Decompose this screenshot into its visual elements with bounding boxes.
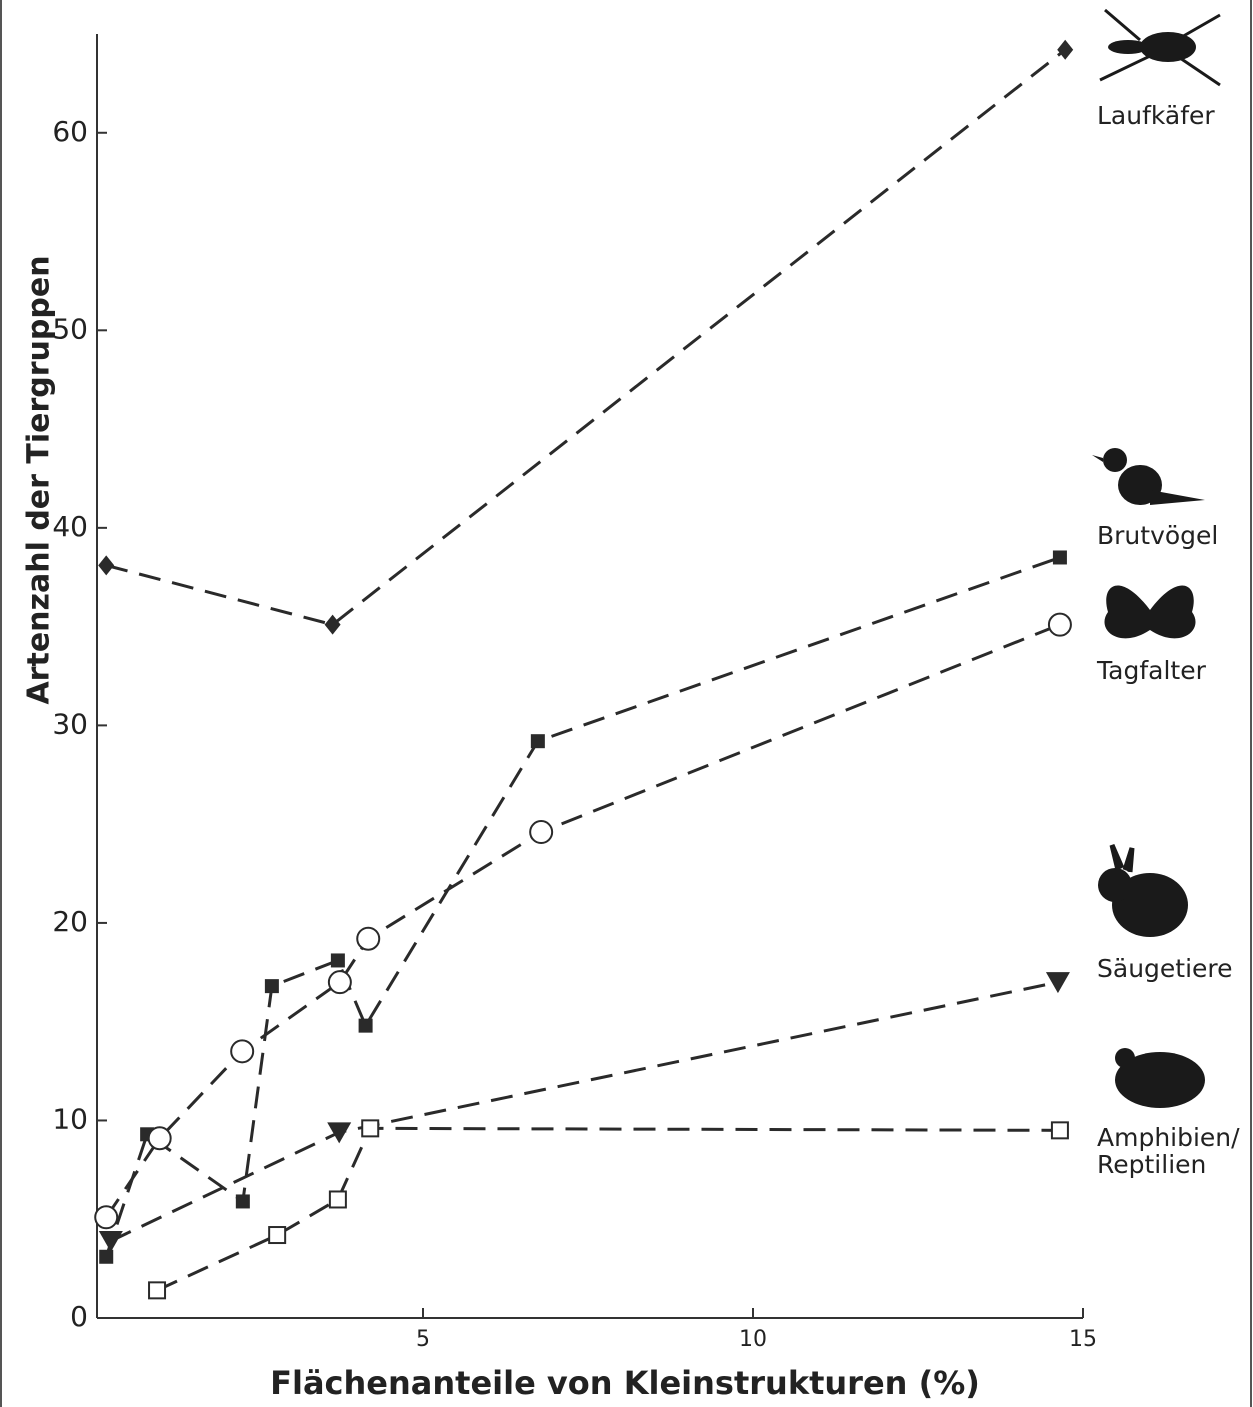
marker <box>531 734 545 748</box>
y-tick-label: 50 <box>52 312 88 345</box>
marker <box>265 979 279 993</box>
marker <box>329 971 351 993</box>
marker <box>1046 972 1070 993</box>
series-label: Amphibien/ Reptilien <box>1097 1124 1240 1178</box>
series-label: Laufkäfer <box>1097 102 1215 129</box>
butterfly-icon <box>1104 585 1195 638</box>
rabbit-icon <box>1098 845 1188 937</box>
y-tick-label: 40 <box>52 510 88 543</box>
marker <box>530 821 552 843</box>
page: Artenzahl der Tiergruppen Flächenanteile… <box>0 0 1253 1407</box>
x-tick-label: 5 <box>416 1327 430 1352</box>
y-axis-label: Artenzahl der Tiergruppen <box>22 255 57 704</box>
marker <box>95 1206 117 1228</box>
marker <box>325 615 341 635</box>
marker <box>330 1191 346 1207</box>
marker <box>1049 614 1071 636</box>
x-axis-label: Flächenanteile von Kleinstrukturen (%) <box>270 1364 980 1402</box>
x-tick-label: 10 <box>739 1327 767 1352</box>
y-tick-label: 30 <box>52 707 88 740</box>
y-tick-label: 20 <box>52 905 88 938</box>
y-tick-label: 60 <box>52 115 88 148</box>
marker <box>1057 40 1073 60</box>
marker <box>231 1040 253 1062</box>
marker <box>149 1282 165 1298</box>
series-label: Tagfalter <box>1097 657 1206 684</box>
bird-icon <box>1092 448 1205 505</box>
y-tick-label: 0 <box>70 1300 88 1333</box>
marker <box>1052 1122 1068 1138</box>
y-tick-label: 10 <box>52 1102 88 1135</box>
chart: Artenzahl der Tiergruppen Flächenanteile… <box>0 0 1253 1407</box>
marker <box>149 1127 171 1149</box>
series-line <box>111 982 1058 1241</box>
marker <box>98 555 114 575</box>
series-line <box>106 50 1065 625</box>
x-tick-label: 15 <box>1069 1327 1097 1352</box>
marker <box>327 1122 351 1143</box>
icons <box>1092 10 1220 1108</box>
frog-icon <box>1115 1048 1205 1108</box>
marker <box>269 1227 285 1243</box>
series-line <box>106 557 1060 1256</box>
marker <box>99 1231 123 1252</box>
marker <box>236 1194 250 1208</box>
series-label: Säugetiere <box>1097 955 1233 982</box>
beetle-icon <box>1100 10 1220 85</box>
marker <box>362 1120 378 1136</box>
marker <box>331 953 345 967</box>
marker <box>1053 550 1067 564</box>
series-line <box>157 1128 1060 1290</box>
marker <box>359 1019 373 1033</box>
marker <box>99 1250 113 1264</box>
series-label: Brutvögel <box>1097 522 1218 549</box>
marker <box>357 928 379 950</box>
